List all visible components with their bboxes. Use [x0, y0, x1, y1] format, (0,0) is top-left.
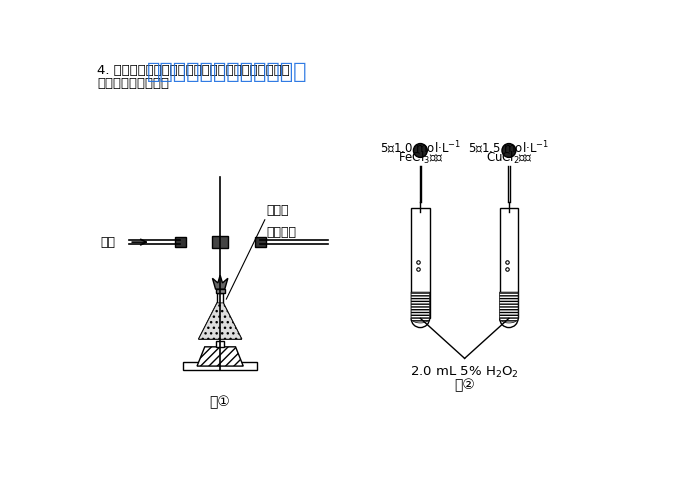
Polygon shape	[199, 303, 241, 339]
Text: 空气: 空气	[100, 236, 115, 249]
Bar	[213, 236, 228, 248]
Text: FeCl$_3$溶液: FeCl$_3$溶液	[398, 150, 443, 166]
Text: 微信公众号关注：趣找答案: 微信公众号关注：趣找答案	[147, 62, 307, 82]
Polygon shape	[199, 303, 241, 339]
Bar	[216, 341, 224, 347]
Text: 4. 用下列仪器或装置（夹持装置略）进行相应实验，: 4. 用下列仪器或装置（夹持装置略）进行相应实验，	[97, 64, 290, 77]
Text: 2.0 mL 5% H$_2$O$_2$: 2.0 mL 5% H$_2$O$_2$	[410, 364, 519, 379]
Circle shape	[502, 144, 516, 157]
Text: 焦炭与: 焦炭与	[266, 204, 289, 217]
Text: 图②: 图②	[454, 378, 475, 393]
Text: 5滴1.5 mol·L$^{-1}$: 5滴1.5 mol·L$^{-1}$	[468, 139, 550, 156]
Bar	[217, 293, 223, 303]
Polygon shape	[197, 347, 244, 366]
Polygon shape	[411, 292, 430, 323]
Polygon shape	[213, 275, 228, 289]
Text: 二氧化硅: 二氧化硅	[266, 226, 296, 239]
Circle shape	[414, 144, 427, 157]
Bar	[255, 238, 265, 247]
Bar	[216, 289, 225, 293]
Text: 5滴1.0 mol·L$^{-1}$: 5滴1.0 mol·L$^{-1}$	[379, 139, 461, 156]
Text: CuCl$_2$溶液: CuCl$_2$溶液	[486, 150, 532, 166]
Polygon shape	[500, 292, 518, 323]
Text: 图①: 图①	[210, 395, 230, 409]
Bar	[411, 208, 430, 318]
Bar	[175, 238, 186, 247]
Bar	[500, 208, 518, 318]
Bar	[183, 362, 257, 370]
Text: 能达到实验目的的是: 能达到实验目的的是	[97, 76, 169, 90]
